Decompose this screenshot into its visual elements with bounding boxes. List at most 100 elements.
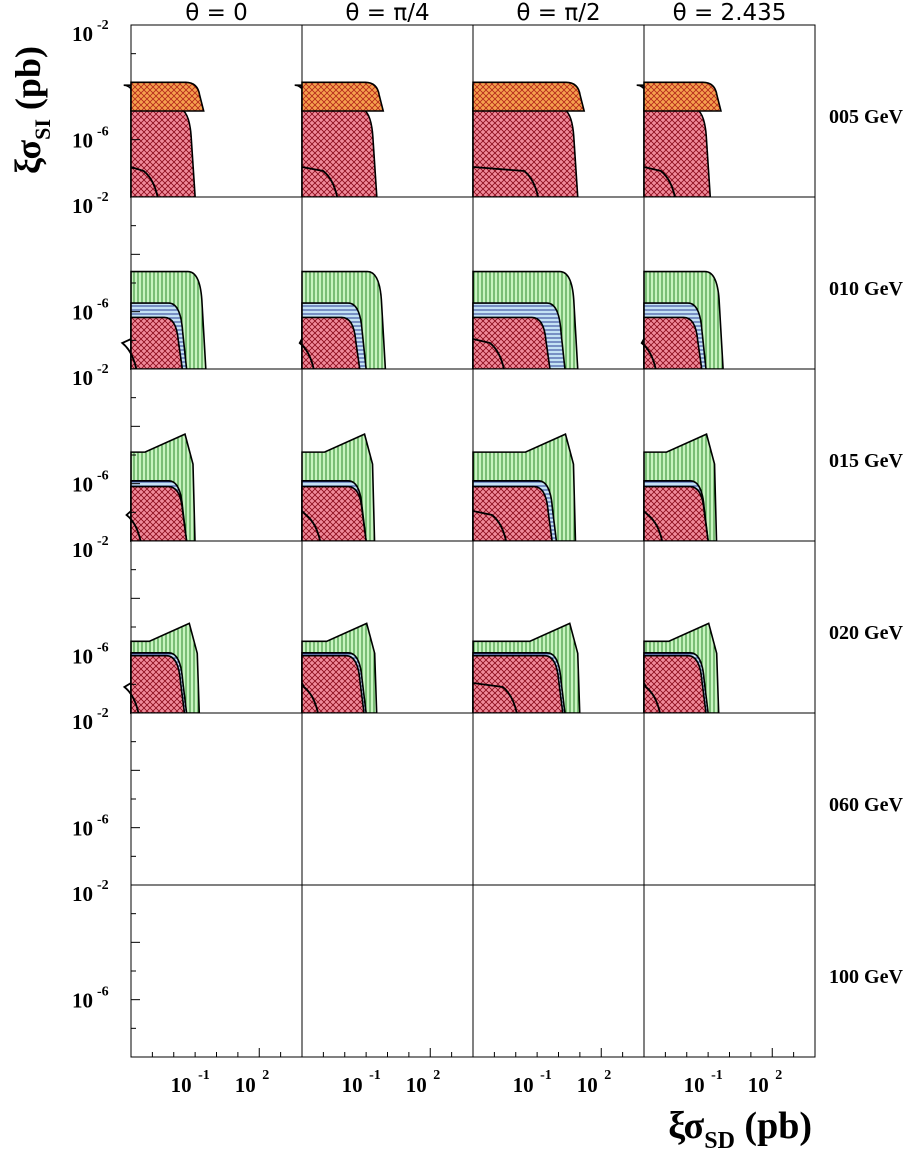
inner-boundary-curve — [643, 682, 661, 714]
column-title-0: θ = 0 — [185, 0, 248, 26]
panel-r1-c2 — [472, 196, 645, 370]
inner-boundary-curve — [643, 166, 676, 198]
y-tick-label-base: 10 — [72, 989, 93, 1013]
inner-boundary-curve — [472, 338, 505, 370]
region-red-1-outline — [301, 107, 378, 198]
x-tick-label-exponent: -1 — [198, 1068, 210, 1083]
y-tick-label-base: 10 — [72, 473, 93, 497]
y-tick-label-exponent: -2 — [97, 706, 109, 721]
x-tick-label-base: 10 — [171, 1073, 192, 1097]
y-tick-label-exponent: -6 — [97, 985, 109, 1000]
y-tick-label-base: 10 — [72, 645, 93, 669]
region-red-2-outline — [643, 485, 710, 542]
inner-boundary-curve — [301, 682, 319, 714]
x-tick-label-exponent: -1 — [369, 1068, 381, 1083]
row-label-4: 060 GeV — [829, 794, 903, 816]
panel-background — [644, 885, 815, 1057]
panel-background — [473, 885, 644, 1057]
region-orange-2-outline — [643, 81, 722, 112]
panel-r0-c0 — [123, 24, 303, 198]
region-red-2-outline — [472, 316, 551, 370]
region-orange-2-outline — [472, 81, 586, 112]
y-tick-label-exponent: -6 — [97, 297, 109, 312]
panel-r4-c2 — [472, 712, 645, 886]
panel-r4-c3 — [643, 712, 816, 886]
y-tick-label-exponent: -6 — [97, 813, 109, 828]
x-tick-label-exponent: 2 — [262, 1068, 269, 1083]
y-axis-title: ξσSI (pb) — [8, 46, 55, 174]
x-tick-label-base: 10 — [577, 1073, 598, 1097]
panel-r2-c0 — [125, 368, 303, 542]
panel-r5-c0 — [130, 884, 303, 1058]
region-red-2-outline — [301, 316, 361, 370]
y-tick-label-base: 10 — [72, 710, 93, 734]
y-tick-label-exponent: -6 — [97, 469, 109, 484]
x-tick-label-base: 10 — [748, 1073, 769, 1097]
y-tick-label-base: 10 — [72, 129, 93, 153]
panel-r5-c3 — [643, 884, 816, 1058]
region-red-2-outline — [301, 485, 368, 542]
x-tick-label-base: 10 — [513, 1073, 534, 1097]
y-tick-label-base: 10 — [72, 538, 93, 562]
panel-r5-c2 — [472, 884, 645, 1058]
panel-r3-c3 — [643, 540, 816, 714]
y-tick-label-exponent: -6 — [97, 641, 109, 656]
row-label-1: 010 GeV — [829, 278, 903, 300]
row-label-5: 100 GeV — [829, 966, 903, 988]
inner-boundary-curve — [472, 682, 518, 714]
region-orange-2-outline — [301, 81, 385, 112]
panel-r3-c0 — [122, 540, 303, 714]
y-tick-label-exponent: -6 — [97, 125, 109, 140]
region-red-2-outline — [472, 485, 554, 542]
panel-background — [302, 885, 473, 1057]
region-orange-2-outline — [130, 81, 205, 112]
x-tick-label-exponent: 2 — [775, 1068, 782, 1083]
inner-boundary-curve — [640, 338, 657, 370]
panel-background — [473, 713, 644, 885]
region-red-2-outline — [130, 316, 184, 370]
panel-r5-c1 — [301, 884, 474, 1058]
y-tick-label-exponent: -2 — [97, 190, 109, 205]
panel-r2-c2 — [472, 368, 645, 542]
region-red-2-outline — [130, 485, 188, 542]
inner-boundary-curve — [472, 510, 507, 542]
inner-boundary-curve — [301, 510, 322, 542]
panel-r3-c2 — [472, 540, 645, 714]
region-red-2-outline — [643, 316, 703, 370]
y-tick-label-base: 10 — [72, 882, 93, 906]
inner-boundary-curve — [120, 338, 138, 370]
y-tick-label-base: 10 — [72, 366, 93, 390]
panel-r0-c2 — [472, 24, 645, 198]
y-tick-label-base: 10 — [72, 194, 93, 218]
x-axis-title: ξσSD (pb) — [668, 1105, 812, 1154]
y-tick-label-exponent: -2 — [97, 362, 109, 377]
panel-r2-c1 — [301, 368, 474, 542]
inner-boundary-curve — [472, 166, 540, 198]
row-label-2: 015 GeV — [829, 450, 903, 472]
panel-r1-c3 — [640, 196, 816, 370]
x-tick-label-base: 10 — [342, 1073, 363, 1097]
row-label-3: 020 GeV — [829, 622, 903, 644]
x-tick-label-exponent: -1 — [540, 1068, 552, 1083]
y-tick-label-exponent: -2 — [97, 878, 109, 893]
inner-boundary-curve — [643, 510, 664, 542]
panel-background — [131, 713, 302, 885]
panel-r3-c1 — [301, 540, 474, 714]
inner-boundary-curve — [125, 510, 142, 542]
region-red-1-outline — [643, 107, 712, 198]
x-tick-label-exponent: -1 — [711, 1068, 723, 1083]
column-title-3: θ = 2.435 — [673, 0, 787, 26]
x-tick-label-base: 10 — [235, 1073, 256, 1097]
region-red-2-outline — [643, 654, 707, 714]
inner-boundary-curve — [122, 682, 140, 714]
column-title-2: θ = π/2 — [516, 0, 600, 26]
region-red-1-outline — [472, 107, 579, 198]
panel-r1-c1 — [298, 196, 474, 370]
x-tick-label-exponent: 2 — [433, 1068, 440, 1083]
panel-background — [131, 885, 302, 1057]
panel-r4-c0 — [130, 712, 303, 886]
x-tick-label-base: 10 — [406, 1073, 427, 1097]
y-tick-label-exponent: -2 — [97, 18, 109, 33]
y-tick-label-exponent: -2 — [97, 534, 109, 549]
